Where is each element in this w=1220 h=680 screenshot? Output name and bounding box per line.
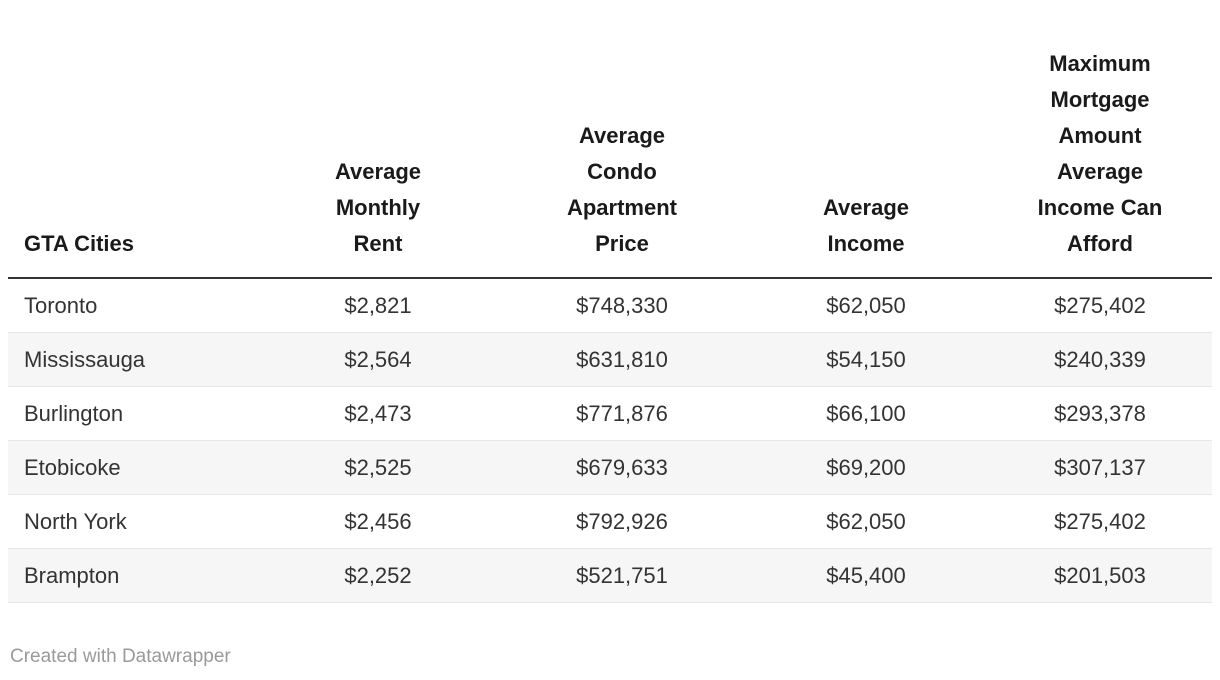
header-row: GTA Cities Average Monthly Rent Average … [8,8,1212,279]
cell-avg-condo-price: $748,330 [500,279,744,333]
cell-avg-income: $66,100 [744,387,988,441]
cell-avg-income: $69,200 [744,441,988,495]
column-header-average-monthly-rent: Average Monthly Rent [256,8,500,279]
cell-avg-income: $45,400 [744,549,988,603]
table-body: Toronto $2,821 $748,330 $62,050 $275,402… [8,279,1212,603]
table-row-mississauga: Mississauga $2,564 $631,810 $54,150 $240… [8,333,1212,387]
cell-avg-condo-price: $521,751 [500,549,744,603]
cell-avg-monthly-rent: $2,525 [256,441,500,495]
cell-city: Toronto [8,279,256,333]
attribution-text: Created with Datawrapper [10,646,231,667]
column-header-maximum-mortgage-amount: Maximum Mortgage Amount Average Income C… [988,8,1212,279]
cell-avg-monthly-rent: $2,821 [256,279,500,333]
cell-avg-income: $54,150 [744,333,988,387]
table-row-toronto: Toronto $2,821 $748,330 $62,050 $275,402 [8,279,1212,333]
cell-avg-monthly-rent: $2,564 [256,333,500,387]
column-header-gta-cities: GTA Cities [8,8,256,279]
cell-max-mortgage: $293,378 [988,387,1212,441]
gta-housing-affordability-table: GTA Cities Average Monthly Rent Average … [8,8,1212,603]
cell-max-mortgage: $201,503 [988,549,1212,603]
cell-avg-monthly-rent: $2,456 [256,495,500,549]
table-header: GTA Cities Average Monthly Rent Average … [8,8,1212,279]
cell-max-mortgage: $275,402 [988,495,1212,549]
cell-max-mortgage: $307,137 [988,441,1212,495]
cell-city: Mississauga [8,333,256,387]
table-row-brampton: Brampton $2,252 $521,751 $45,400 $201,50… [8,549,1212,603]
cell-avg-monthly-rent: $2,252 [256,549,500,603]
table-row-etobicoke: Etobicoke $2,525 $679,633 $69,200 $307,1… [8,441,1212,495]
cell-avg-income: $62,050 [744,279,988,333]
cell-avg-condo-price: $771,876 [500,387,744,441]
cell-max-mortgage: $240,339 [988,333,1212,387]
cell-avg-condo-price: $679,633 [500,441,744,495]
cell-city: North York [8,495,256,549]
column-header-average-condo-apartment-price: Average Condo Apartment Price [500,8,744,279]
cell-avg-monthly-rent: $2,473 [256,387,500,441]
cell-avg-condo-price: $792,926 [500,495,744,549]
cell-max-mortgage: $275,402 [988,279,1212,333]
column-header-average-income: Average Income [744,8,988,279]
table-row-north-york: North York $2,456 $792,926 $62,050 $275,… [8,495,1212,549]
cell-avg-condo-price: $631,810 [500,333,744,387]
cell-city: Burlington [8,387,256,441]
cell-avg-income: $62,050 [744,495,988,549]
table-row-burlington: Burlington $2,473 $771,876 $66,100 $293,… [8,387,1212,441]
cell-city: Brampton [8,549,256,603]
cell-city: Etobicoke [8,441,256,495]
